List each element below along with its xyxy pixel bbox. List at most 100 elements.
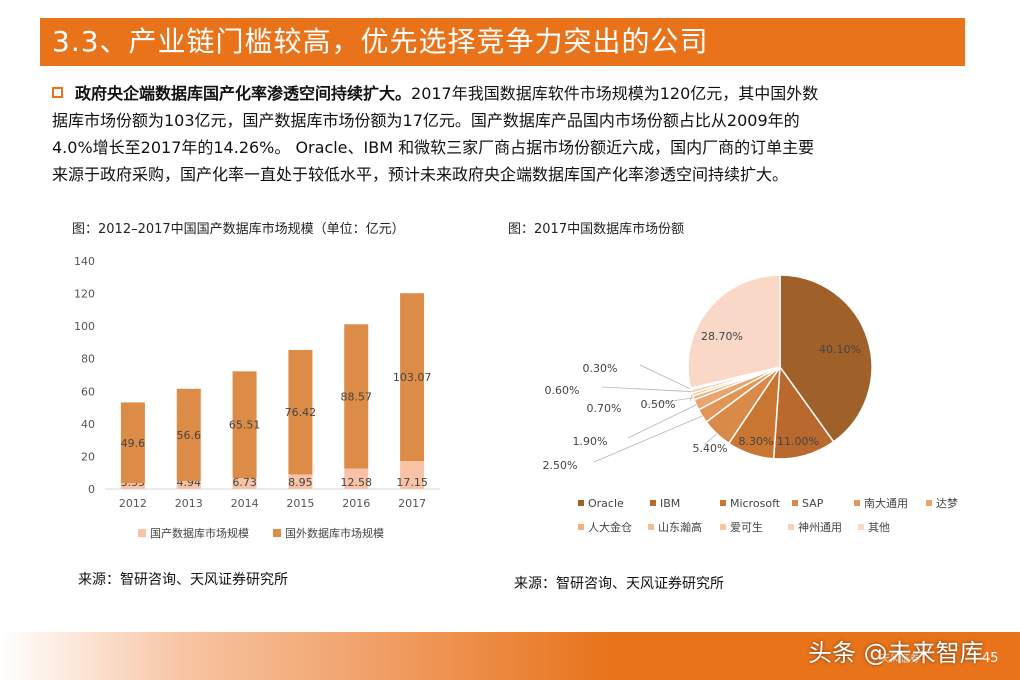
pie-legend-swatch (648, 524, 654, 530)
pie-legend-swatch (578, 524, 584, 530)
pie-legend-swatch (792, 500, 798, 506)
bullet-line-1: 2017年我国数据库软件市场规模为120亿元，其中国外数 (411, 84, 819, 103)
bullet-line-4: 来源于政府采购，国产化率一直处于较低水平，预计未来政府央企端数据库国产化率渗透空… (52, 165, 789, 184)
page-number: 45 (982, 651, 999, 666)
pie-value-label: 0.50% (641, 398, 676, 411)
bullet-bold-lead: 政府央企端数据库国产化率渗透空间持续扩大。 (75, 84, 412, 103)
pie-value-label: 5.40% (693, 442, 728, 455)
bullet-paragraph: 政府央企端数据库国产化率渗透空间持续扩大。2017年我国数据库软件市场规模为12… (52, 80, 962, 188)
pie-legend-swatch (650, 500, 656, 506)
bar-chart: 0204060801001201403.5549.620124.9456.620… (74, 255, 440, 540)
pie-legend-label: 人大金仓 (588, 520, 632, 534)
pie-leader-line (593, 415, 703, 463)
pie-leader-line (689, 394, 693, 402)
pie-legend-label: Oracle (588, 497, 624, 510)
y-tick-label: 80 (81, 353, 95, 366)
pie-value-label: 0.70% (587, 402, 622, 415)
bar-value-label: 49.6 (121, 437, 145, 450)
pie-legend-label: 山东瀚高 (658, 520, 702, 534)
pie-leader-line (627, 404, 697, 439)
bar-domestic (344, 468, 369, 489)
bar-value-label: 6.73 (232, 476, 256, 489)
pie-legend-label: 南大通用 (864, 496, 908, 510)
pie-value-label: 0.60% (545, 384, 580, 397)
bar-foreign (288, 349, 313, 475)
bullet-line-3: 4.0%增长至2017年的14.26%。 Oracle、IBM 和微软三家厂商占… (52, 138, 815, 157)
logo-mark: 天风证券 (880, 654, 920, 665)
pie-value-label: 1.90% (573, 435, 608, 448)
bar-domestic (176, 480, 201, 489)
legend-swatch (138, 529, 146, 537)
bar-value-label: 65.51 (229, 419, 260, 432)
bar-chart-caption: 图：2012–2017中国国产数据库市场规模（单位：亿元） (72, 222, 405, 237)
bar-value-label: 17.15 (396, 476, 428, 489)
pie-legend-swatch (720, 524, 726, 530)
bar-domestic (120, 483, 145, 489)
bar-foreign (400, 293, 425, 462)
pie-value-label: 28.70% (701, 330, 743, 343)
y-tick-label: 140 (74, 255, 95, 268)
pie-legend-label: SAP (802, 497, 824, 510)
pie-chart-caption: 图：2017中国数据库市场份额 (508, 222, 685, 237)
bar-foreign (232, 371, 257, 479)
x-tick-label: 2016 (342, 497, 370, 510)
watermark-text: 头条 @未来智库 (808, 639, 984, 667)
pie-chart: 40.10% 11.00%8.30% 5.40% 2.50% 1.90% 0.70% 0.5… (543, 274, 958, 534)
bullet-line-2: 据库市场份额为103亿元，国产数据库市场份额为17亿元。国产数据库产品国内市场份… (52, 111, 800, 130)
slide-title: 3.3、产业链门槛较高，优先选择竞争力突出的公司 (40, 18, 965, 66)
x-tick-label: 2017 (398, 497, 426, 510)
y-tick-label: 20 (81, 450, 95, 463)
bar-domestic (400, 461, 425, 489)
pie-leader-line (643, 397, 694, 406)
pie-chart-source: 来源：智研咨询、天风证券研究所 (514, 576, 724, 592)
pie-slice (687, 274, 781, 390)
pie-value-label: 2.50% (543, 459, 578, 472)
pie-legend-swatch (788, 524, 794, 530)
y-tick-label: 100 (74, 320, 95, 333)
bar-value-label: 56.6 (177, 429, 202, 442)
y-tick-label: 0 (88, 483, 95, 496)
pie-legend-swatch (854, 500, 860, 506)
pie-legend-label: 神州通用 (798, 520, 842, 534)
pie-value-label: 8.30% (739, 435, 774, 448)
pie-legend-label: IBM (660, 497, 680, 510)
bar-foreign (176, 388, 201, 481)
bar-foreign (344, 324, 369, 469)
bar-value-label: 12.58 (341, 476, 373, 489)
pie-legend-swatch (578, 500, 584, 506)
bar-value-label: 76.42 (285, 406, 317, 419)
legend-label: 国外数据库市场规模 (285, 526, 384, 540)
pie-value-label: 11.00% (777, 435, 819, 448)
pie-legend-label: 达梦 (936, 497, 958, 510)
x-tick-label: 2013 (175, 497, 203, 510)
y-tick-label: 40 (81, 418, 95, 431)
bar-value-label: 8.95 (288, 476, 313, 489)
bar-value-label: 88.57 (341, 390, 373, 403)
pie-leader-line (703, 433, 717, 446)
pie-leader-line (601, 386, 692, 392)
bar-domestic (232, 478, 257, 489)
pie-legend-swatch (720, 500, 726, 506)
pie-leader-line (639, 364, 691, 390)
bullet-square-icon (52, 87, 63, 98)
pie-legend-label: 其他 (868, 521, 890, 534)
bar-foreign (120, 402, 145, 484)
bar-value-label: 103.07 (393, 371, 432, 384)
legend-label: 国产数据库市场规模 (150, 526, 249, 540)
x-tick-label: 2014 (231, 497, 259, 510)
x-tick-label: 2015 (286, 497, 314, 510)
y-tick-label: 60 (81, 385, 95, 398)
pie-legend-label: Microsoft (730, 497, 781, 510)
pie-slice (779, 274, 873, 443)
y-tick-label: 120 (74, 288, 95, 301)
pie-legend-swatch (926, 500, 932, 506)
pie-legend-swatch (858, 524, 864, 530)
legend-swatch (273, 529, 281, 537)
bar-chart-source: 来源：智研咨询、天风证券研究所 (78, 572, 288, 588)
x-tick-label: 2012 (119, 497, 147, 510)
pie-value-label: 40.10% (819, 343, 861, 356)
pie-value-label: 0.30% (583, 362, 618, 375)
footer-band (0, 632, 1020, 680)
pie-legend-label: 爱可生 (730, 520, 763, 534)
bar-domestic (288, 474, 313, 489)
